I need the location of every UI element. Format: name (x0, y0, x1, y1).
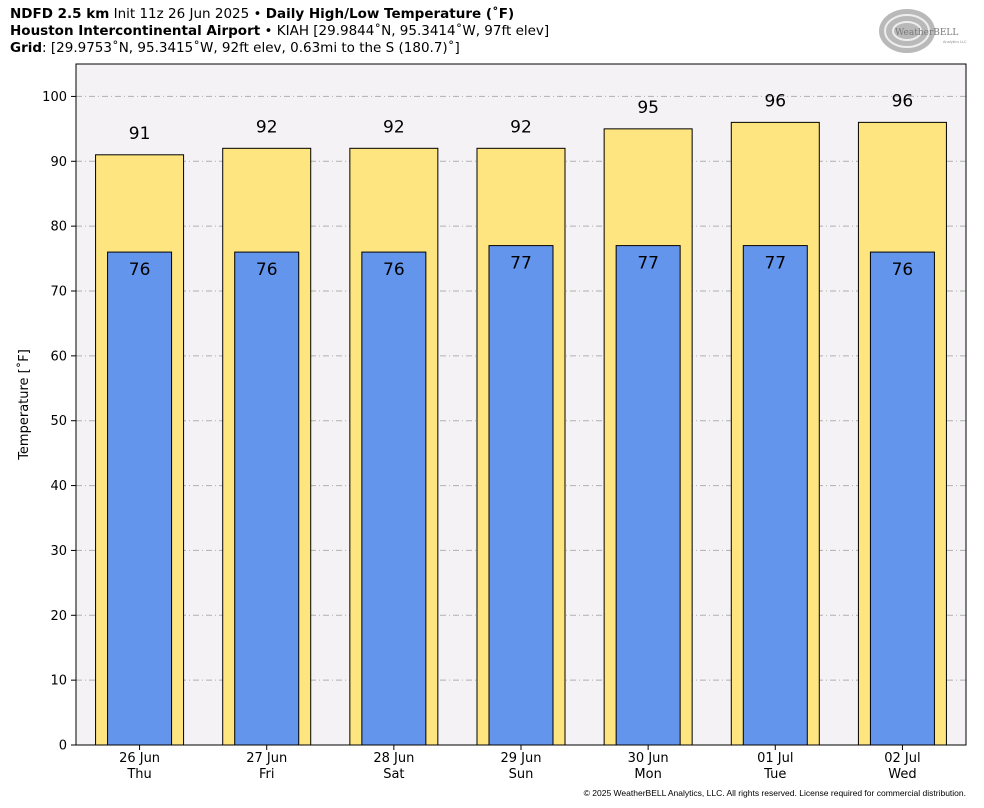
y-axis: 0 10 20 30 40 50 60 70 80 90 100 (42, 90, 76, 754)
high-value-label: 96 (892, 91, 914, 111)
separator: • (264, 23, 273, 39)
svg-text:Analytics LLC: Analytics LLC (943, 40, 967, 44)
low-value-label: 76 (129, 260, 151, 280)
y-tick-label: 100 (42, 90, 67, 105)
init-time: Init 11z 26 Jun 2025 (113, 6, 250, 22)
x-tick-label-date: 01 Jul (757, 751, 793, 766)
low-bar (742, 245, 808, 746)
data-labels: 91 76 92 76 92 76 92 77 95 77 96 77 96 76 (129, 91, 913, 280)
header-line-3: Grid: [29.9753˚N, 95.3415˚W, 92ft elev, … (10, 40, 460, 57)
x-tick-label-day: Tue (763, 767, 786, 782)
high-value-label: 92 (510, 117, 532, 137)
low-value-label: 77 (764, 254, 786, 274)
weatherbell-logo: WeatherBELL Analytics LLC (879, 9, 967, 53)
low-bar (488, 245, 554, 746)
x-tick-label-day: Sat (383, 767, 404, 782)
low-value-label: 76 (256, 260, 278, 280)
x-tick-label-date: 28 Jun (373, 751, 414, 766)
low-value-label: 76 (383, 260, 405, 280)
header-line-1: NDFD 2.5 km Init 11z 26 Jun 2025 • Daily… (10, 6, 514, 23)
x-tick-label-date: 30 Jun (628, 751, 669, 766)
y-tick-label: 70 (50, 285, 67, 300)
high-value-label: 91 (129, 124, 151, 144)
x-tick-label-day: Mon (634, 767, 661, 782)
y-tick-label: 40 (50, 479, 67, 494)
low-bar (869, 251, 935, 746)
y-tick-label: 90 (50, 155, 67, 170)
grid-label: Grid (10, 40, 43, 56)
bars (95, 121, 947, 746)
x-tick-label-date: 02 Jul (884, 751, 920, 766)
header-line-2: Houston Intercontinental Airport • KIAH … (10, 23, 549, 40)
x-tick-label-day: Wed (888, 767, 916, 782)
low-bar (361, 251, 427, 746)
model-name: NDFD 2.5 km (10, 6, 110, 22)
high-value-label: 92 (383, 117, 405, 137)
y-tick-label: 50 (50, 414, 67, 429)
high-value-label: 95 (637, 98, 659, 118)
low-bar (615, 245, 681, 746)
y-axis-label: Temperature [˚F] (16, 349, 32, 461)
x-tick-label-date: 29 Jun (501, 751, 542, 766)
y-tick-label: 30 (50, 544, 67, 559)
x-tick-label-date: 26 Jun (119, 751, 160, 766)
copyright-notice: © 2025 WeatherBELL Analytics, LLC. All r… (583, 788, 966, 798)
station-info: KIAH [29.9844˚N, 95.3414˚W, 97ft elev] (276, 23, 550, 39)
x-tick-label-day: Sun (509, 767, 534, 782)
grid-info: : [29.9753˚N, 95.3415˚W, 92ft elev, 0.63… (42, 40, 460, 56)
chart-title: Daily High/Low Temperature (˚F) (265, 6, 515, 22)
x-tick-label-day: Fri (259, 767, 275, 782)
y-tick-label: 60 (50, 349, 67, 364)
station-name: Houston Intercontinental Airport (10, 23, 261, 39)
x-tick-label-date: 27 Jun (246, 751, 287, 766)
separator: • (253, 6, 262, 22)
low-value-label: 76 (892, 260, 914, 280)
low-value-label: 77 (510, 254, 532, 274)
y-tick-label: 10 (50, 674, 67, 689)
low-bar (107, 251, 173, 746)
high-value-label: 96 (764, 91, 786, 111)
y-tick-label: 0 (59, 739, 67, 754)
x-tick-label-day: Thu (126, 767, 151, 782)
low-value-label: 77 (637, 254, 659, 274)
low-bar (234, 251, 300, 746)
y-tick-label: 20 (50, 609, 67, 624)
svg-text:WeatherBELL: WeatherBELL (895, 28, 958, 38)
y-tick-label: 80 (50, 220, 67, 235)
high-value-label: 92 (256, 117, 278, 137)
